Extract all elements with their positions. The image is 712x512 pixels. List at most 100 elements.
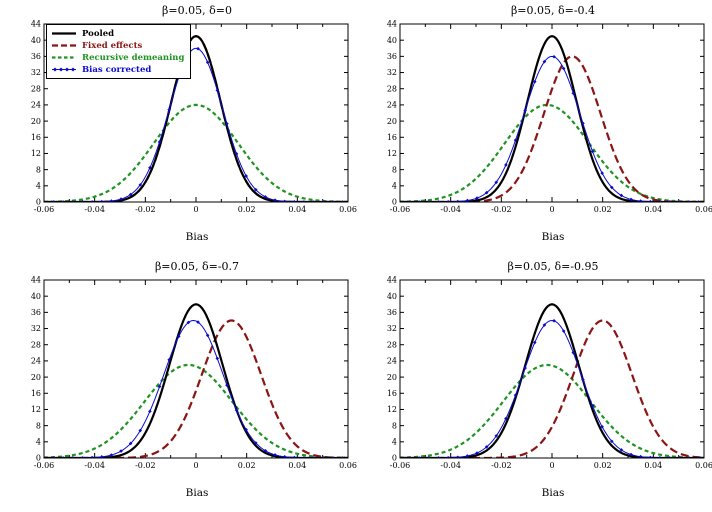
- svg-text:44: 44: [31, 276, 41, 285]
- panel-title: β=0.05, δ=-0.7: [154, 260, 240, 273]
- svg-text:36: 36: [31, 52, 41, 61]
- svg-text:20: 20: [387, 117, 397, 126]
- svg-text:0: 0: [193, 461, 198, 470]
- panel-delta-04: β=0.05, δ=-0.4 0 4 8 12 16 20 24 28 32 36 40 44 -0.0…: [356, 0, 712, 256]
- svg-text:12: 12: [31, 405, 41, 414]
- svg-text:24: 24: [387, 357, 397, 366]
- panel-title: β=0.05, δ=-0.95: [507, 260, 599, 273]
- svg-text:4: 4: [392, 182, 397, 191]
- legend: Pooled Fixed effects Recursive demeaning Bi…: [46, 24, 192, 79]
- svg-text:44: 44: [387, 20, 397, 29]
- svg-text:0: 0: [392, 198, 397, 207]
- legend-swatch-solid: [52, 32, 76, 35]
- svg-text:0: 0: [549, 461, 554, 470]
- svg-text:32: 32: [387, 324, 397, 333]
- panel-delta-0: β=0.05, δ=0 0 4 8 12 16 20 24 28 32 36 40 44 -0.06 -0…: [0, 0, 357, 256]
- legend-item: Bias corrected: [51, 64, 184, 75]
- svg-text:0.06: 0.06: [339, 205, 357, 214]
- svg-text:40: 40: [387, 292, 397, 301]
- svg-text:12: 12: [387, 149, 397, 158]
- svg-text:32: 32: [31, 324, 41, 333]
- svg-text:-0.06: -0.06: [390, 461, 411, 470]
- svg-text:24: 24: [31, 101, 41, 110]
- svg-text:8: 8: [36, 421, 41, 430]
- legend-item: Recursive demeaning: [51, 52, 184, 63]
- svg-text:0.06: 0.06: [695, 461, 712, 470]
- svg-text:28: 28: [31, 84, 41, 93]
- svg-text:0: 0: [549, 205, 554, 214]
- svg-text:44: 44: [31, 20, 41, 29]
- svg-text:4: 4: [36, 438, 41, 447]
- svg-text:44: 44: [387, 276, 397, 285]
- svg-text:40: 40: [31, 292, 41, 301]
- legend-item: Pooled: [51, 28, 184, 39]
- svg-text:-0.06: -0.06: [34, 205, 55, 214]
- x-axis-label: Bias: [541, 231, 565, 243]
- legend-label: Recursive demeaning: [82, 52, 185, 63]
- panel-delta-07: β=0.05, δ=-0.7 0 4 8 12 16 20 24 28 32 36 40 44 -0.0…: [0, 256, 357, 512]
- svg-text:-0.04: -0.04: [84, 461, 105, 470]
- svg-text:-0.06: -0.06: [34, 461, 55, 470]
- svg-text:4: 4: [392, 438, 397, 447]
- svg-text:32: 32: [31, 68, 41, 77]
- svg-text:36: 36: [387, 52, 397, 61]
- svg-text:0.04: 0.04: [644, 205, 662, 214]
- svg-text:-0.04: -0.04: [84, 205, 105, 214]
- panel-delta-095: β=0.05, δ=-0.95 0 4 8 12 16 20 24 28 32 36 40 44 -0.…: [356, 256, 712, 512]
- svg-text:12: 12: [387, 405, 397, 414]
- legend-label: Bias corrected: [82, 64, 152, 75]
- svg-text:0: 0: [36, 198, 41, 207]
- svg-text:0.04: 0.04: [288, 205, 306, 214]
- panel-title: β=0.05, δ=-0.4: [510, 4, 596, 17]
- plot-svg-2: 0 4 8 12 16 20 24 28 32 36 40 44 -0.06 -0.04 -0.02 0 0.0…: [387, 20, 712, 214]
- svg-text:-0.02: -0.02: [135, 205, 156, 214]
- svg-text:0: 0: [193, 205, 198, 214]
- svg-text:20: 20: [387, 373, 397, 382]
- svg-text:8: 8: [36, 165, 41, 174]
- x-axis-label: Bias: [185, 231, 209, 243]
- svg-text:12: 12: [31, 149, 41, 158]
- svg-text:-0.02: -0.02: [135, 461, 156, 470]
- legend-item: Fixed effects: [51, 40, 184, 51]
- legend-swatch-dashed: [52, 44, 76, 47]
- svg-text:20: 20: [31, 117, 41, 126]
- x-axis-label: Bias: [185, 487, 209, 499]
- svg-text:16: 16: [31, 133, 41, 142]
- svg-text:28: 28: [387, 84, 397, 93]
- svg-text:28: 28: [387, 340, 397, 349]
- plot-svg-4: 0 4 8 12 16 20 24 28 32 36 40 44 -0.06 -0.04 -0.02 0 0.0…: [387, 276, 712, 470]
- svg-text:32: 32: [387, 68, 397, 77]
- svg-text:40: 40: [31, 36, 41, 45]
- svg-text:0.02: 0.02: [238, 205, 256, 214]
- svg-text:40: 40: [387, 36, 397, 45]
- svg-text:-0.04: -0.04: [440, 461, 461, 470]
- svg-text:28: 28: [31, 340, 41, 349]
- x-axis-label: Bias: [541, 487, 565, 499]
- svg-text:8: 8: [392, 165, 397, 174]
- legend-label: Pooled: [82, 28, 115, 39]
- svg-text:24: 24: [31, 357, 41, 366]
- svg-text:0.06: 0.06: [695, 205, 712, 214]
- legend-label: Fixed effects: [82, 40, 143, 51]
- svg-text:24: 24: [387, 101, 397, 110]
- panel-title: β=0.05, δ=0: [162, 4, 232, 17]
- svg-text:0.02: 0.02: [594, 205, 612, 214]
- svg-text:-0.04: -0.04: [440, 205, 461, 214]
- svg-text:16: 16: [387, 389, 397, 398]
- svg-text:0.06: 0.06: [339, 461, 357, 470]
- svg-text:20: 20: [31, 373, 41, 382]
- svg-text:0.02: 0.02: [594, 461, 612, 470]
- svg-text:-0.06: -0.06: [390, 205, 411, 214]
- svg-text:8: 8: [392, 421, 397, 430]
- svg-text:0.04: 0.04: [644, 461, 662, 470]
- svg-text:16: 16: [31, 389, 41, 398]
- svg-text:4: 4: [36, 182, 41, 191]
- svg-text:16: 16: [387, 133, 397, 142]
- svg-text:-0.02: -0.02: [491, 461, 512, 470]
- legend-swatch-diamond: [52, 67, 76, 72]
- svg-text:0.02: 0.02: [238, 461, 256, 470]
- legend-swatch-dashed-short: [52, 56, 76, 59]
- svg-text:0.04: 0.04: [288, 461, 306, 470]
- svg-text:36: 36: [387, 308, 397, 317]
